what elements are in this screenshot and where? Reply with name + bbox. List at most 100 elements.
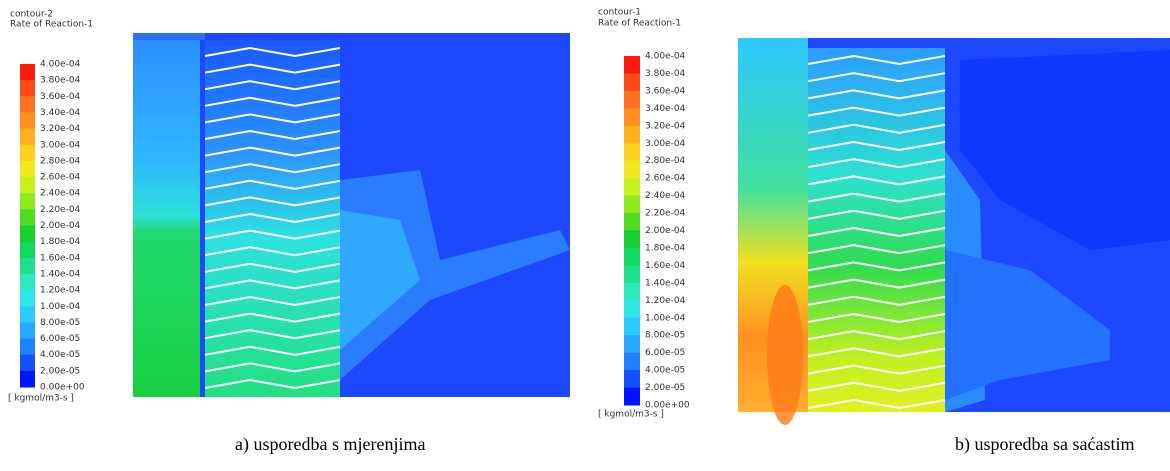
colorbar-band <box>624 56 640 74</box>
legend-label: 0.00e+00 <box>645 401 690 411</box>
colorbar-band <box>624 73 640 92</box>
colorbar-band <box>624 335 640 354</box>
colorbar-band <box>624 300 640 319</box>
chevrons <box>204 46 341 390</box>
legend-quantity: Rate of Reaction-1 <box>10 20 93 30</box>
colorbar-band <box>20 193 35 210</box>
legend-label: 3.60e-04 <box>645 86 686 96</box>
chevron <box>807 192 946 203</box>
chevron <box>204 80 341 91</box>
chevron <box>807 226 946 238</box>
colorbar-band <box>624 125 640 144</box>
legend-label: 1.80e-04 <box>40 237 81 247</box>
colorbar-band <box>20 177 35 194</box>
legend-label: 1.60e-04 <box>40 253 81 263</box>
chevron <box>204 378 341 390</box>
caption: b) usporedba sa saćastim <box>955 434 1134 455</box>
legend-label: 1.60e-04 <box>645 261 686 271</box>
colorbar-band <box>20 209 35 226</box>
legend-label: 3.80e-04 <box>40 76 81 86</box>
colorbar-band <box>20 241 35 259</box>
colorbar-band <box>624 265 640 284</box>
chevron <box>807 381 946 392</box>
legend-label: 4.00e-04 <box>40 60 81 70</box>
chevron <box>807 140 946 152</box>
colorbar-band <box>624 352 640 371</box>
colorbar-band <box>20 322 35 340</box>
colorbar-band <box>624 178 640 197</box>
legend-label: 1.00e-04 <box>645 313 686 323</box>
chevron <box>807 158 946 169</box>
chevron <box>204 262 341 273</box>
chevron <box>204 163 341 174</box>
legend-unit: [ kgmol/m3-s ] <box>598 410 664 420</box>
legend-label: 1.40e-04 <box>645 278 686 288</box>
legend-unit: [ kgmol/m3-s ] <box>8 394 74 404</box>
colorbar-band <box>20 160 35 178</box>
chevron <box>204 129 341 141</box>
legend-label: 4.00e-05 <box>645 366 685 376</box>
legend-quantity: Rate of Reaction-1 <box>598 19 681 29</box>
chevron <box>204 295 341 307</box>
chevron <box>807 364 946 375</box>
chevron <box>807 123 946 134</box>
chevron <box>204 96 341 107</box>
colorbar-band <box>20 144 35 162</box>
chevron <box>807 54 946 66</box>
chevron <box>204 146 341 157</box>
chevrons <box>807 54 946 410</box>
colorbar-band <box>20 338 35 356</box>
chevron <box>807 278 946 289</box>
chevron <box>204 345 341 356</box>
colorbar-band <box>20 112 35 130</box>
chevron <box>807 398 946 410</box>
chevron <box>807 347 946 358</box>
colorbar-band <box>624 160 640 179</box>
colorbar-band <box>20 273 35 291</box>
colorbar-band <box>624 108 640 127</box>
chevron <box>204 279 341 290</box>
legend-label: 3.40e-04 <box>40 108 81 118</box>
chevron <box>204 113 341 124</box>
legend-label: 2.60e-04 <box>40 173 81 183</box>
chevron <box>807 175 946 186</box>
colorbar-band <box>20 306 35 323</box>
chevron <box>204 312 341 323</box>
legend-label: 1.80e-04 <box>645 243 686 253</box>
legend-label: 2.00e-04 <box>645 226 686 236</box>
chevron <box>807 106 946 117</box>
legend-label: 3.20e-04 <box>40 124 81 134</box>
legend-label: 2.00e-05 <box>40 366 80 376</box>
legend-label: 2.20e-04 <box>40 205 81 215</box>
legend-label: 8.00e-05 <box>40 318 80 328</box>
colorbar-band <box>624 387 640 406</box>
chevron <box>204 196 341 207</box>
colorbar-band <box>20 290 35 307</box>
colorbar-band <box>624 143 640 162</box>
chevron <box>807 72 946 83</box>
contour-plot-right <box>738 38 1170 425</box>
legend-label: 2.40e-04 <box>40 189 81 199</box>
legend-label: 3.00e-04 <box>645 139 686 149</box>
colorbar-band <box>624 317 640 336</box>
chevron <box>807 261 946 272</box>
caption: a) usporedba s mjerenjima <box>235 434 425 455</box>
contour-plot-left <box>133 33 570 397</box>
chevron <box>807 330 946 341</box>
colorbar-band <box>624 195 640 214</box>
chevron <box>204 63 341 74</box>
legend-label: 1.20e-04 <box>645 296 686 306</box>
legend-label: 2.20e-04 <box>645 209 686 219</box>
legend-label: 1.40e-04 <box>40 269 81 279</box>
colorbar-band <box>20 96 35 113</box>
chevron <box>807 209 946 220</box>
legend-label: 0.00e+00 <box>40 383 85 393</box>
colorbar-band <box>624 213 640 231</box>
legend-label: 6.00e-05 <box>40 334 80 344</box>
legend-label: 2.40e-04 <box>645 191 686 201</box>
chevron <box>807 244 946 255</box>
legend-label: 2.00e-05 <box>645 383 685 393</box>
legend-label: 2.00e-04 <box>40 221 81 231</box>
colorbar-band <box>20 64 35 81</box>
